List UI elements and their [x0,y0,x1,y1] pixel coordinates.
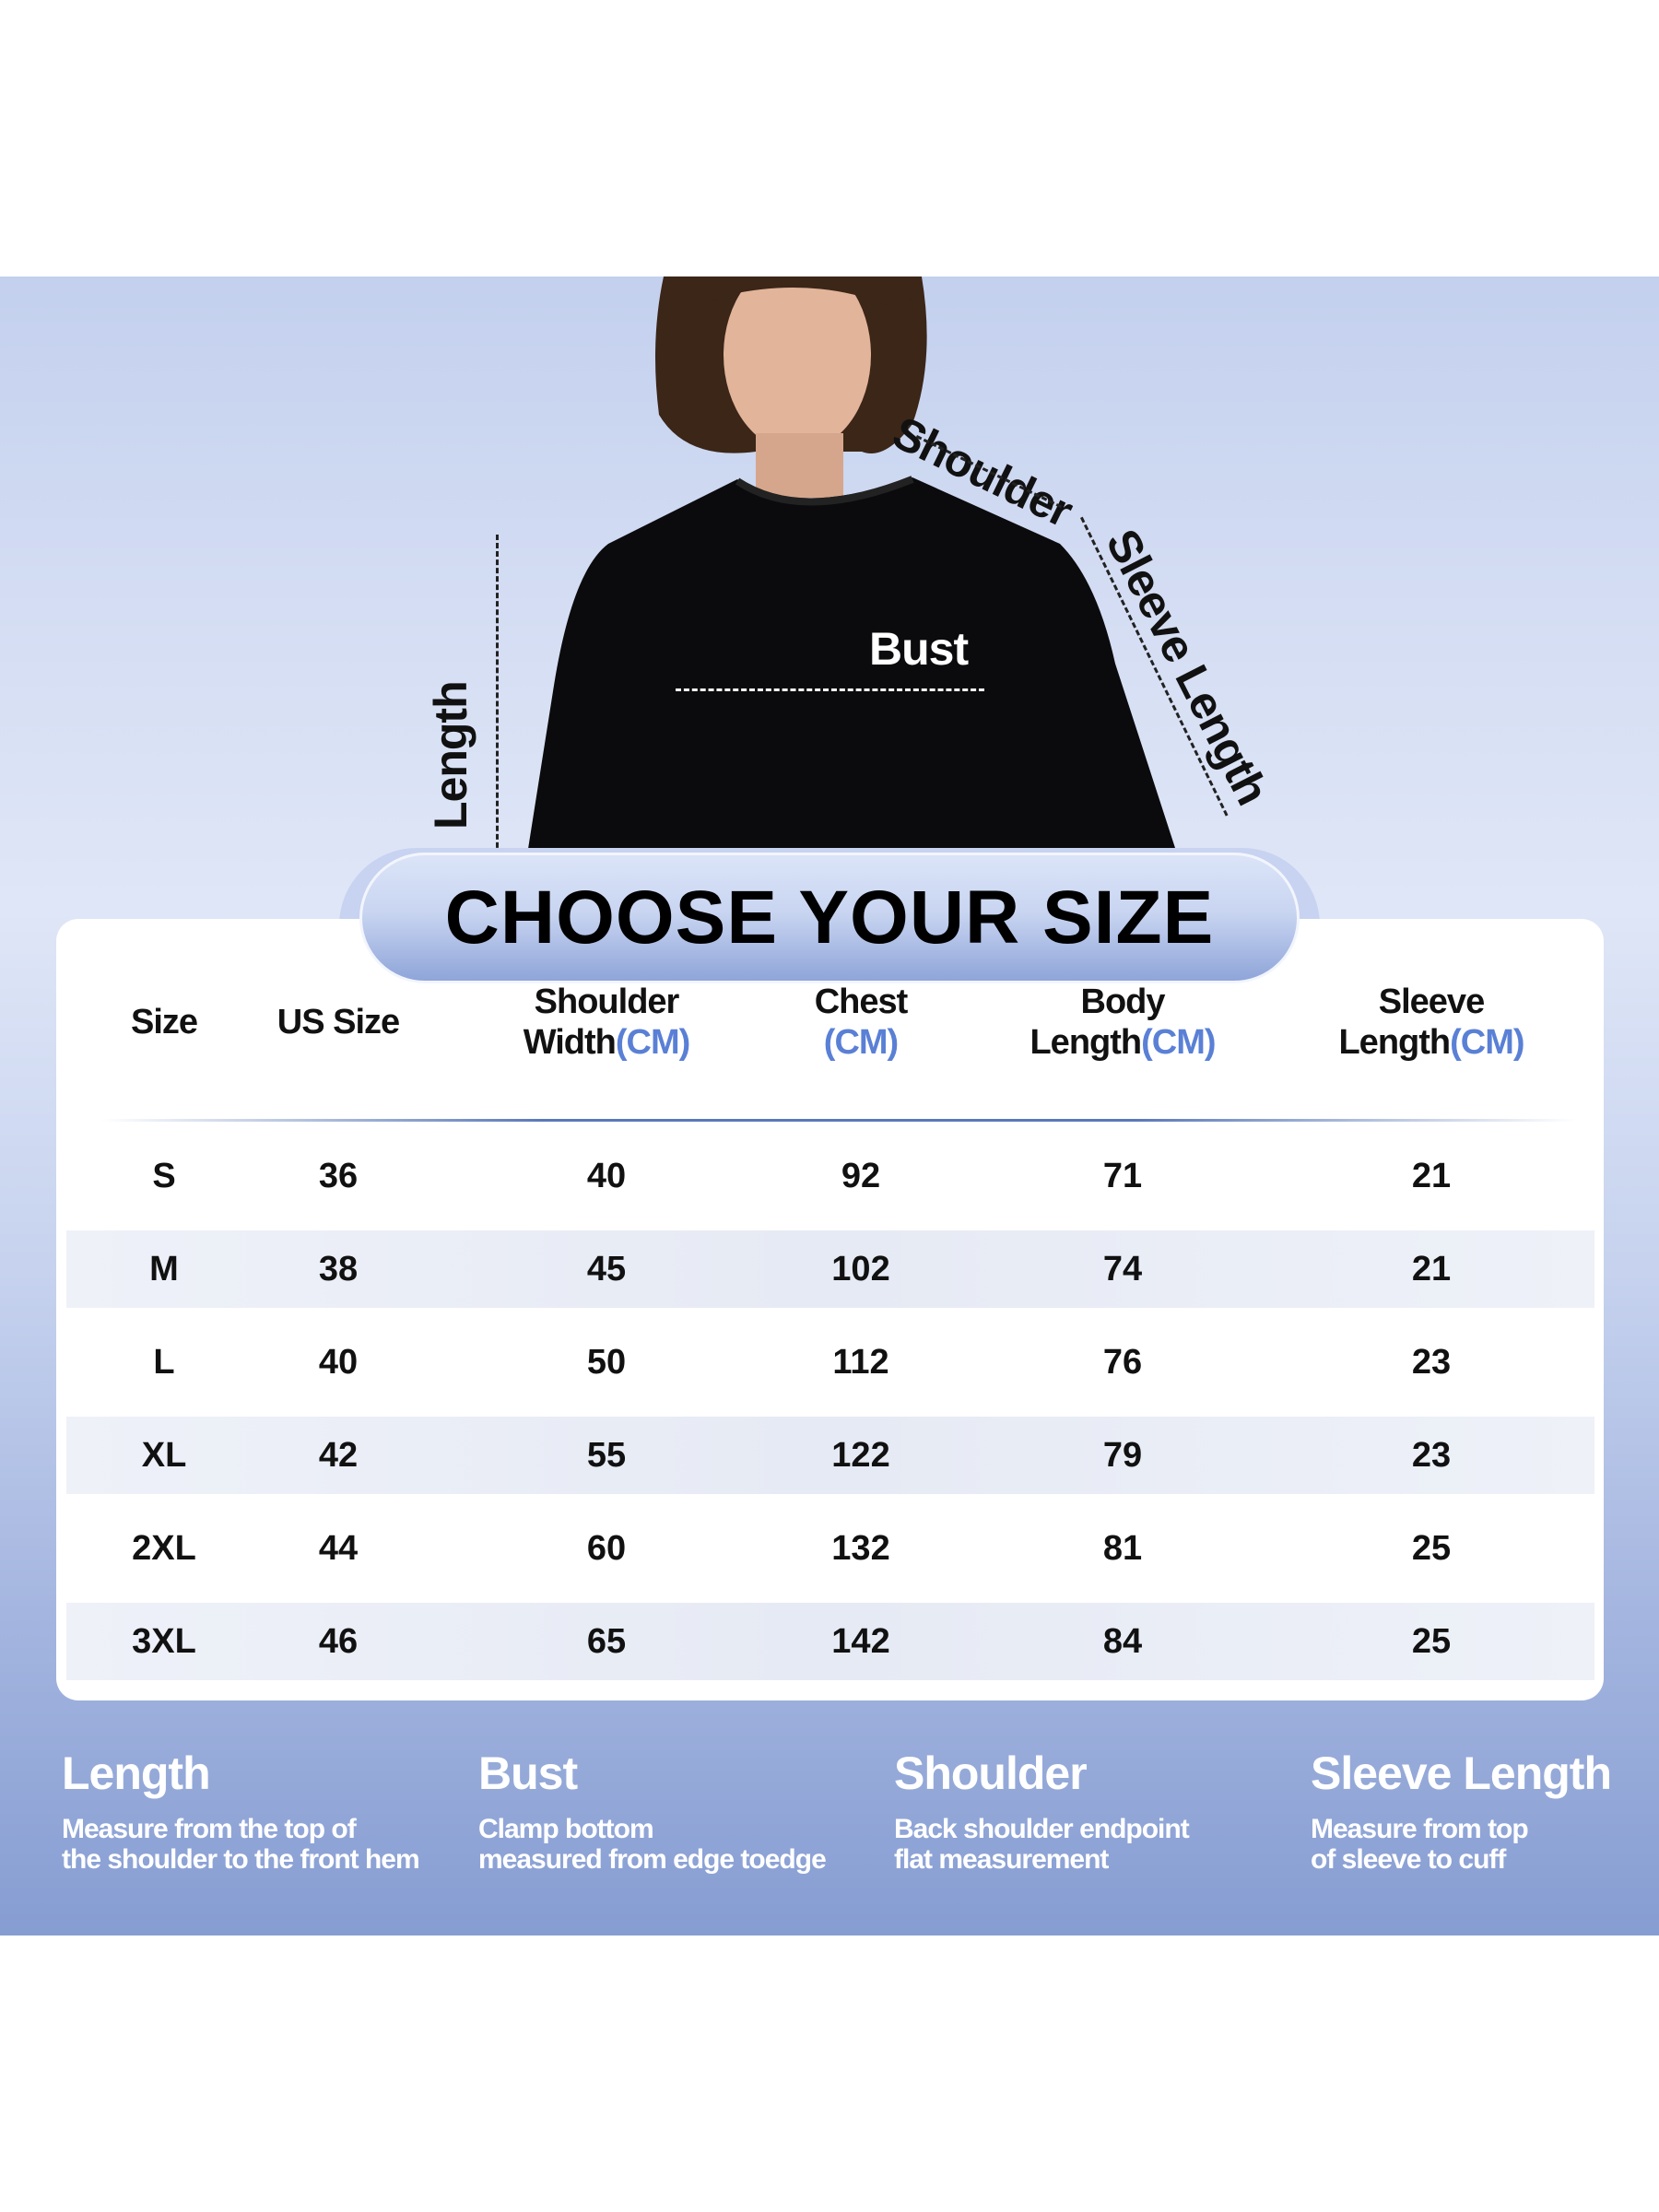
cell-us-size: 36 [318,1157,359,1195]
cell-size: XL [141,1436,187,1475]
length-label: Length [425,681,477,830]
cell-size: 3XL [132,1622,196,1661]
footer-title: Bust [478,1747,578,1799]
collar [735,476,914,506]
bust-label: Bust [869,623,969,675]
footer-description: Back shoulder endpoint flat measurement [894,1814,1190,1875]
cell-body-length: 84 [1102,1622,1143,1661]
cell-chest: 102 [831,1250,890,1288]
cell-shoulder-width: 40 [586,1157,627,1195]
header-body-length: Body Length(CM) [1030,982,1216,1062]
cell-shoulder-width: 65 [586,1622,627,1661]
footer-title: Length [62,1747,211,1799]
header-divider [101,1119,1576,1122]
table-row [66,1230,1594,1308]
cell-chest: 122 [831,1436,890,1475]
cell-sleeve-length: 23 [1411,1436,1452,1475]
cell-size: S [152,1157,176,1195]
cell-us-size: 44 [318,1529,359,1568]
cell-body-length: 81 [1102,1529,1143,1568]
size-table-card [56,919,1604,1700]
table-row [66,1417,1594,1494]
cell-body-length: 74 [1102,1250,1143,1288]
cell-shoulder-width: 55 [586,1436,627,1475]
cell-us-size: 38 [318,1250,359,1288]
cell-sleeve-length: 21 [1411,1157,1452,1195]
hair-top [677,276,922,306]
header-us-size: US Size [276,1003,400,1041]
footer-description: Measure from top of sleeve to cuff [1311,1814,1529,1875]
cell-chest: 92 [841,1157,881,1195]
header-size: Size [130,1003,198,1041]
neck [756,433,843,498]
cell-chest: 142 [831,1622,890,1661]
cell-body-length: 71 [1102,1157,1143,1195]
header-shoulder-width: Shoulder Width(CM) [523,982,691,1062]
footer-description: Clamp bottom measured from edge toedge [478,1814,827,1875]
cell-sleeve-length: 21 [1411,1250,1452,1288]
footer-title: Shoulder [894,1747,1088,1799]
cell-us-size: 42 [318,1436,359,1475]
bust-dashed-line [676,688,984,691]
cell-sleeve-length: 25 [1411,1622,1452,1661]
cell-size: 2XL [132,1529,196,1568]
face [724,276,871,452]
cell-shoulder-width: 50 [586,1343,627,1382]
cell-shoulder-width: 45 [586,1250,627,1288]
cell-body-length: 76 [1102,1343,1143,1382]
cell-chest: 132 [831,1529,890,1568]
page-title: CHOOSE YOUR SIZE [444,876,1215,959]
footer-description: Measure from the top of the shoulder to t… [62,1814,420,1875]
cell-shoulder-width: 60 [586,1529,627,1568]
header-chest: Chest (CM) [814,982,909,1062]
cell-sleeve-length: 23 [1411,1343,1452,1382]
cell-chest: 112 [832,1343,889,1382]
cell-us-size: 46 [318,1622,359,1661]
header-sleeve-length: Sleeve Length(CM) [1338,982,1524,1062]
cell-body-length: 79 [1102,1436,1143,1475]
cell-us-size: 40 [318,1343,359,1382]
cell-size: M [149,1250,179,1288]
cell-size: L [153,1343,175,1382]
table-row [66,1603,1594,1680]
cell-sleeve-length: 25 [1411,1529,1452,1568]
title-pill: CHOOSE YOUR SIZE [359,853,1300,983]
size-chart-panel: Shoulder Sleeve Length Bust Length CHOOS… [0,276,1659,1936]
footer-title: Sleeve Length [1311,1747,1612,1799]
